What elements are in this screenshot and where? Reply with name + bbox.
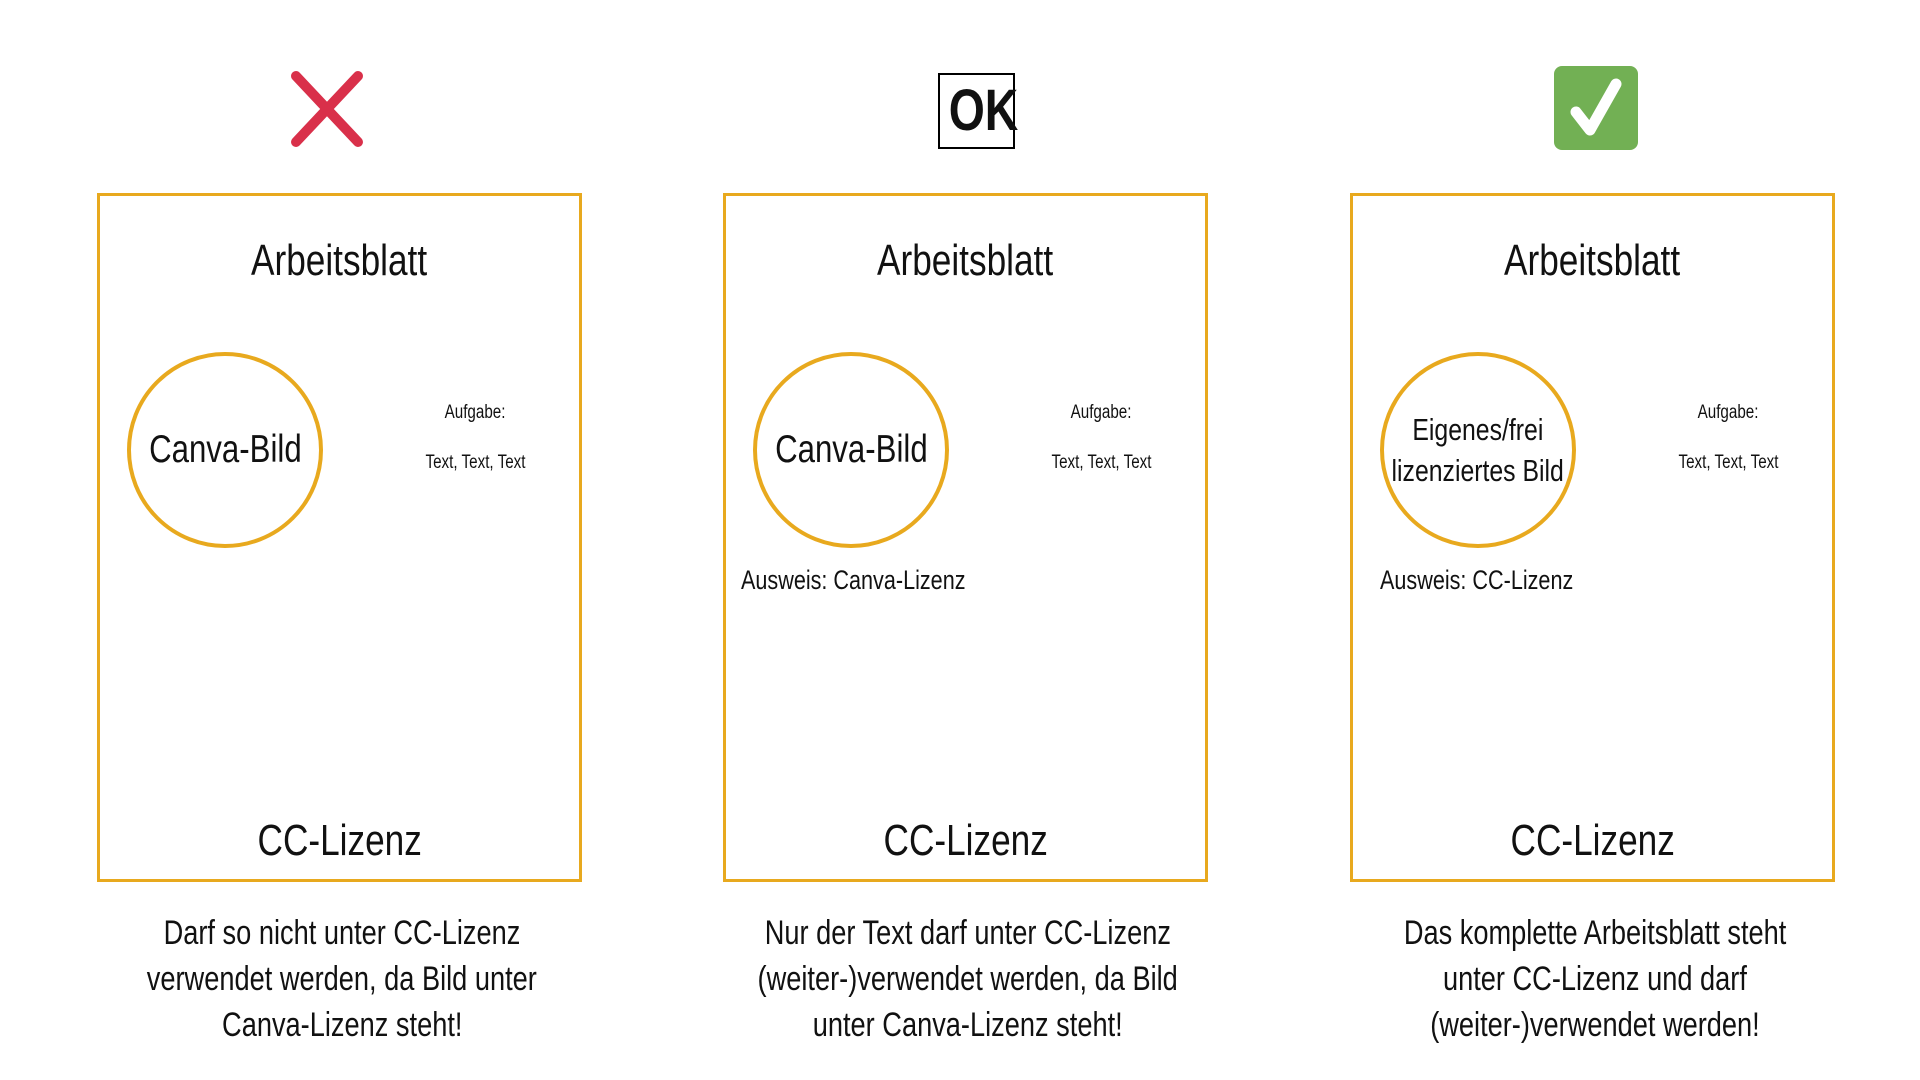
task-label-text: Aufgabe: xyxy=(444,402,506,423)
task-text: Text, Text, Text xyxy=(390,452,560,474)
worksheet-title: Arbeitsblatt xyxy=(100,236,579,286)
caption-line: verwendet werden, da Bild unter xyxy=(146,960,538,998)
task-label: Aufgabe: xyxy=(1643,402,1813,424)
worksheet-title-text: Arbeitsblatt xyxy=(877,236,1054,285)
task-text: Text, Text, Text xyxy=(1643,452,1813,474)
checkmark-icon xyxy=(1554,66,1638,150)
worksheet-panel-own-image: Arbeitsblatt Eigenes/frei lizenziertes B… xyxy=(1350,193,1835,882)
image-label: Canva-Bild xyxy=(774,428,928,471)
caption-line: unter CC-Lizenz und darf xyxy=(1443,960,1747,998)
attribution-text: Ausweis: CC-Lizenz xyxy=(1380,565,1574,595)
worksheet-title: Arbeitsblatt xyxy=(1353,236,1832,286)
caption-line: (weiter-)verwendet werden! xyxy=(1430,1006,1760,1044)
caption-line: (weiter-)verwendet werden, da Bild xyxy=(757,960,1179,998)
caption-line: Das komplette Arbeitsblatt steht xyxy=(1403,914,1787,952)
worksheet-panel-canva-attributed: Arbeitsblatt Canva-Bild Aufgabe: Text, T… xyxy=(723,193,1208,882)
attribution-text: Ausweis: Canva-Lizenz xyxy=(741,565,966,595)
image-placeholder-circle: Canva-Bild xyxy=(127,352,323,548)
task-label-text: Aufgabe: xyxy=(1697,402,1759,423)
worksheet-panel-canva-image: Arbeitsblatt Canva-Bild Aufgabe: Text, T… xyxy=(97,193,582,882)
task-label: Aufgabe: xyxy=(390,402,560,424)
image-placeholder-circle: Eigenes/frei lizenziertes Bild xyxy=(1380,352,1576,548)
attribution: Ausweis: Canva-Lizenz xyxy=(741,564,1022,596)
task-text-value: Text, Text, Text xyxy=(425,452,525,473)
license-text: CC-Lizenz xyxy=(257,816,422,865)
task-text: Text, Text, Text xyxy=(1016,452,1186,474)
attribution: Ausweis: CC-Lizenz xyxy=(1380,564,1622,596)
panel-caption: Das komplette Arbeitsblatt steht unter C… xyxy=(1315,910,1875,1048)
license-text: CC-Lizenz xyxy=(1510,816,1675,865)
image-label: Canva-Bild xyxy=(148,428,302,471)
ok-text: OK xyxy=(948,78,1019,143)
image-label: lizenziertes Bild xyxy=(1391,453,1565,488)
caption-line: Nur der Text darf unter CC-Lizenz xyxy=(764,914,1172,952)
worksheet-license: CC-Lizenz xyxy=(726,816,1205,866)
caption-line: Darf so nicht unter CC-Lizenz xyxy=(163,914,521,952)
panel-caption: Darf so nicht unter CC-Lizenz verwendet … xyxy=(62,910,622,1048)
task-label: Aufgabe: xyxy=(1016,402,1186,424)
license-text: CC-Lizenz xyxy=(883,816,1048,865)
image-label: Eigenes/frei xyxy=(1412,412,1544,447)
task-text-value: Text, Text, Text xyxy=(1051,452,1151,473)
worksheet-title-text: Arbeitsblatt xyxy=(251,236,428,285)
caption-line: Canva-Lizenz steht! xyxy=(221,1006,463,1044)
image-placeholder-circle: Canva-Bild xyxy=(753,352,949,548)
cross-icon xyxy=(291,71,363,147)
worksheet-license: CC-Lizenz xyxy=(1353,816,1832,866)
caption-line: unter Canva-Lizenz steht! xyxy=(813,1006,1123,1044)
ok-icon: OK xyxy=(938,73,1018,149)
worksheet-title-text: Arbeitsblatt xyxy=(1504,236,1681,285)
worksheet-license: CC-Lizenz xyxy=(100,816,579,866)
panel-caption: Nur der Text darf unter CC-Lizenz (weite… xyxy=(688,910,1248,1048)
task-label-text: Aufgabe: xyxy=(1070,402,1132,423)
worksheet-title: Arbeitsblatt xyxy=(726,236,1205,286)
task-text-value: Text, Text, Text xyxy=(1678,452,1778,473)
